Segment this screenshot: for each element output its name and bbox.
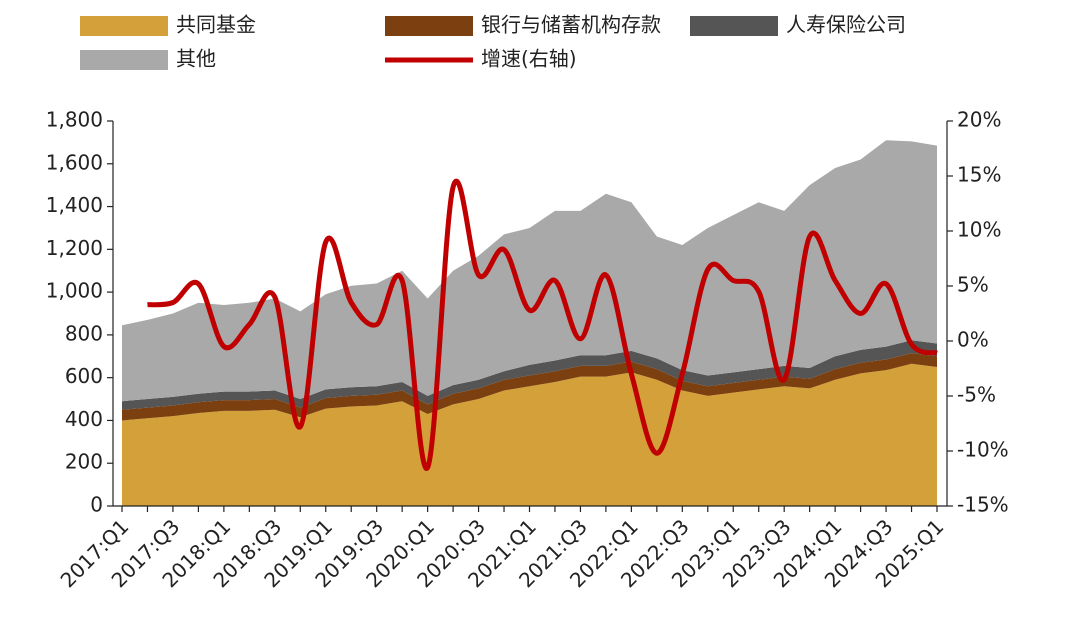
legend-label: 其他 [176, 47, 216, 71]
y-tick-label: 800 [65, 321, 103, 345]
y2-tick-label: 15% [957, 163, 1001, 187]
y-tick-label: 400 [65, 407, 103, 431]
y-tick-label: 600 [65, 364, 103, 388]
y-tick-label: 1,000 [46, 279, 103, 303]
legend-label: 共同基金 [176, 13, 256, 37]
y-tick-label: 0 [90, 493, 103, 517]
legend-swatch [690, 16, 778, 36]
y2-tick-label: 0% [957, 328, 989, 352]
area [122, 363, 937, 506]
legend-swatch [80, 50, 168, 70]
y-tick-label: 1,400 [46, 193, 103, 217]
y-tick-label: 1,200 [46, 236, 103, 260]
y-tick-label: 1,800 [46, 108, 103, 132]
y2-tick-label: 10% [957, 218, 1001, 242]
y2-tick-label: -5% [957, 383, 996, 407]
y2-tick-label: -10% [957, 438, 1009, 462]
area [122, 140, 937, 402]
y2-tick-label: -15% [957, 493, 1009, 517]
y-tick-label: 200 [65, 450, 103, 474]
y2-tick-label: 5% [957, 273, 989, 297]
y2-tick-label: 20% [957, 108, 1001, 132]
line [147, 178, 938, 471]
legend-label: 人寿保险公司 [786, 13, 906, 37]
area [122, 353, 937, 421]
legend-swatch [385, 16, 473, 36]
legend-label: 增速(右轴) [481, 47, 577, 71]
y-tick-label: 1,600 [46, 150, 103, 174]
legend-swatch [80, 16, 168, 36]
legend-label: 银行与储蓄机构存款 [481, 13, 661, 37]
area [122, 340, 937, 410]
